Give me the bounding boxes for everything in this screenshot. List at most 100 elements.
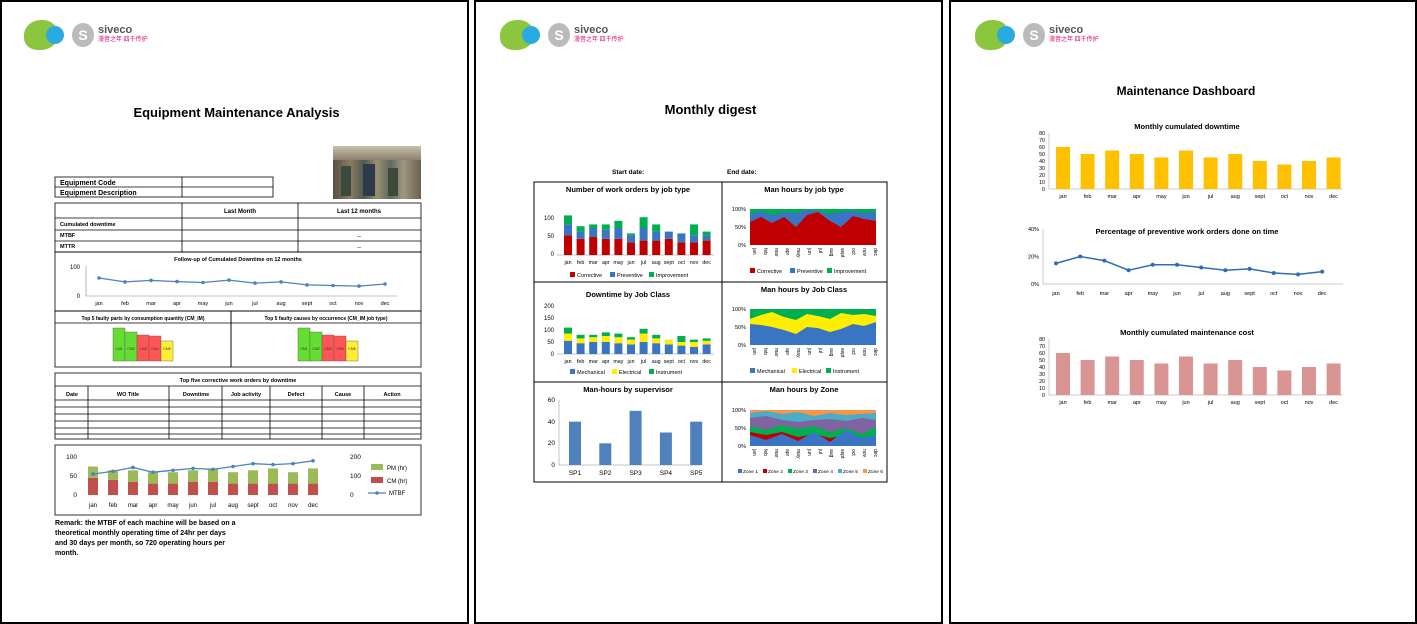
combo-mtbf-point — [211, 467, 215, 472]
area-x-label: dec — [872, 449, 878, 458]
sup-x-label: SP2 — [599, 470, 612, 477]
sup-bar — [569, 421, 581, 465]
preventive-x-label: apr — [1125, 291, 1133, 297]
preventive-point — [1175, 262, 1179, 267]
area-x-label: dec — [872, 248, 878, 257]
mh-class-title: Man hours by Job Class — [761, 285, 847, 294]
area-x-label: aug — [828, 449, 834, 458]
wo-preventive-bar — [677, 233, 686, 243]
zone-legend-swatch — [763, 469, 767, 473]
pct-tick: 50% — [735, 225, 746, 231]
col-last-12-months: Last 12 months — [337, 209, 382, 215]
preventive-point — [1126, 268, 1131, 273]
preventive-line — [1055, 255, 1323, 276]
dt-tick: 200 — [544, 304, 555, 310]
sup-tick: 20 — [548, 440, 556, 447]
dt-instrument-bar — [627, 337, 635, 340]
area-x-label: jul — [817, 347, 823, 353]
dt-instrument-bar — [702, 338, 711, 341]
cost-y-tick: 30 — [1039, 372, 1045, 378]
combo-cm-bar — [288, 483, 298, 495]
combo-x-label: may — [167, 503, 178, 509]
wo-x-label: jan — [563, 260, 571, 266]
followup-series-line — [98, 277, 386, 287]
combo-cm-bar — [168, 483, 178, 495]
wo-tick: 0 — [551, 252, 555, 258]
dt-instrument-bar — [614, 333, 623, 338]
combo-mtbf-point — [131, 465, 135, 470]
area-x-label: jan — [751, 347, 757, 355]
combo-left-tick: 50 — [70, 473, 78, 480]
area-x-label: sept — [839, 449, 845, 459]
page-monthly-digest: S siveco 漫音之年 四千传护 Monthly digest Start d… — [474, 0, 943, 624]
legend-mtbf-marker — [375, 491, 379, 495]
downtime-x-label: jan — [1058, 194, 1066, 200]
wo-x-label: dec — [702, 260, 711, 266]
top5-bar-label: CM4 — [336, 347, 343, 351]
pct-tick: 0% — [738, 444, 746, 450]
preventive-point — [1102, 258, 1107, 263]
wo-improvement-bar — [576, 226, 585, 232]
cost-y-tick: 70 — [1039, 344, 1045, 350]
downtime-y-tick: 50 — [1039, 152, 1045, 158]
combo-right-tick: 0 — [350, 492, 354, 499]
partner-logo-icon — [500, 20, 540, 50]
wo-corrective-bar — [627, 242, 635, 255]
area-x-label: jan — [751, 448, 757, 456]
preventive-x-label: may — [1148, 291, 1159, 297]
dt-x-label: nov — [690, 359, 699, 365]
dt-instrument-bar — [639, 328, 648, 334]
wo-corrective-bar — [589, 237, 598, 255]
area-x-label: mar — [773, 348, 779, 357]
sup-x-label: SP1 — [569, 470, 582, 477]
wo-preventive-bar — [564, 224, 572, 236]
dt-instrument-bar — [690, 339, 698, 342]
top5-bar — [345, 340, 359, 362]
pct-tick: 100% — [732, 207, 746, 213]
top5-frames — [54, 310, 422, 368]
dt-mechanical-bar — [601, 342, 610, 354]
wo-x-label: nov — [690, 260, 699, 266]
wo-preventive-bar — [664, 231, 673, 239]
wo-legend: Corrective Preventive Improvement — [570, 272, 689, 279]
dt-mechanical-bar — [639, 342, 648, 354]
dt-legend-instrument: Instrument — [656, 370, 682, 376]
dt-x-label: sept — [664, 359, 675, 365]
dt-mechanical-bar — [664, 344, 673, 354]
cost-x-label: nov — [1305, 400, 1314, 406]
siveco-wordmark: siveco 漫音之年 四千传护 — [98, 24, 148, 44]
wo-preventive-bar — [576, 231, 585, 239]
followup-point — [305, 283, 309, 287]
siveco-s-icon: S — [1023, 23, 1045, 47]
dt-tick: 100 — [544, 328, 555, 334]
combo-cm-bar — [88, 477, 98, 495]
downtime-bar — [1056, 147, 1070, 189]
wo-improvement-bar — [627, 233, 635, 236]
area-x-label: mar — [773, 248, 779, 257]
combo-pm-bar — [88, 466, 98, 478]
followup-point — [227, 278, 231, 282]
page1-canvas: Equipment Code Equipment Description Las… — [54, 176, 422, 516]
combo-x-label: oct — [269, 503, 277, 509]
combo-right-tick: 100 — [350, 473, 361, 480]
sup-bar — [599, 443, 612, 465]
downtime-bar — [1228, 154, 1243, 189]
sup-chart-title: Man-hours by supervisor — [583, 385, 673, 394]
combo-pm-bar — [208, 468, 218, 482]
area-x-label: nov — [861, 348, 867, 357]
company-logo: S siveco 漫音之年 四千传护 — [24, 20, 148, 50]
cost-bar — [1228, 360, 1243, 395]
top5-bar-label: CM3 — [139, 347, 146, 351]
cost-x-label: oct — [1281, 400, 1289, 406]
dt-electrical-bar — [601, 336, 610, 342]
equipment-description-label: Equipment Description — [60, 190, 137, 197]
downtime-bar — [1179, 150, 1193, 189]
wo-chart-title: Number of work orders by job type — [566, 185, 690, 194]
dt-x-label: may — [613, 359, 623, 365]
downtime-y-tick: 0 — [1042, 187, 1045, 193]
cost-x-label: jul — [1207, 400, 1214, 406]
combo-cm-bar — [188, 481, 198, 495]
area-x-label: jul — [817, 247, 823, 253]
wo-improvement-bar — [601, 224, 610, 230]
wo-preventive-bar — [601, 229, 610, 239]
